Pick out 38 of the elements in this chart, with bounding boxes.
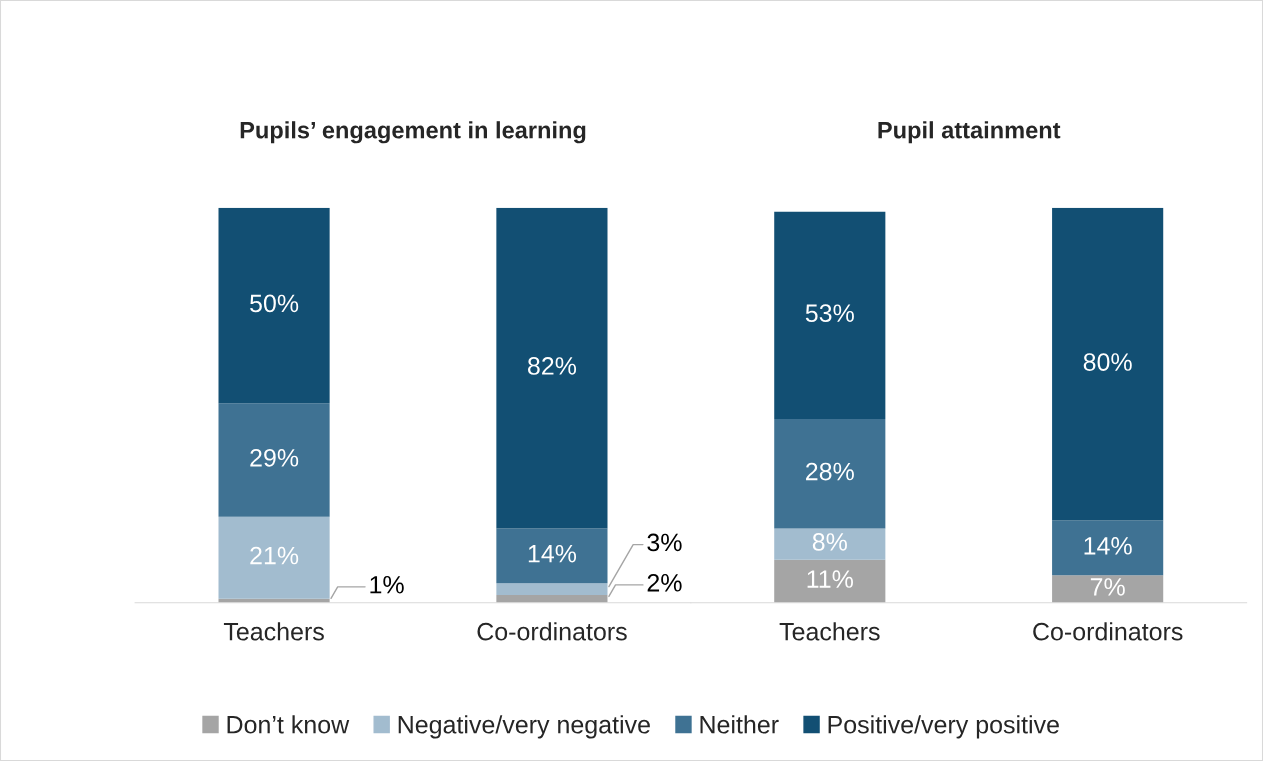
bar (218, 403, 330, 517)
data-label: 29% (250, 448, 299, 467)
x-tick-label: Co-ordinators (477, 622, 627, 641)
data-label: 50% (250, 294, 299, 313)
data-label: 80% (1083, 353, 1132, 371)
bar (218, 207, 330, 404)
data-label: 53% (805, 304, 854, 322)
bar (774, 418, 886, 529)
x-tick-label: Teachers (223, 622, 324, 641)
data-label: 2% (647, 573, 682, 592)
bar (1052, 575, 1164, 603)
bar (496, 583, 608, 595)
data-label: 14% (528, 544, 577, 563)
bar (1052, 207, 1164, 521)
x-tick-label: Co-ordinators (1033, 622, 1183, 641)
bar (774, 211, 886, 419)
data-label: 3% (647, 533, 682, 552)
legend-label: Negative/very negative (398, 715, 650, 739)
bar (774, 559, 886, 603)
chart-title: Pupil attainment (878, 121, 1061, 144)
bar (496, 207, 608, 529)
data-label: 11% (807, 570, 853, 588)
data-label: 82% (528, 357, 577, 375)
data-label: 21% (250, 546, 299, 565)
data-label: 7% (1090, 578, 1125, 596)
data-label: 28% (806, 462, 854, 481)
legend-label: Neither (700, 715, 779, 734)
data-label: 8% (812, 533, 847, 551)
legend-label: Don’t know (227, 715, 350, 734)
data-label: 1% (370, 575, 404, 594)
bar (218, 516, 330, 599)
bar (774, 528, 886, 560)
chart-title: Pupils’ engagement in learning (240, 121, 586, 144)
data-label: 14% (1084, 537, 1132, 555)
bar (1052, 520, 1164, 576)
bar (496, 528, 608, 584)
legend-label: Positive/very positive (828, 715, 1059, 739)
x-tick-label: Teachers (779, 622, 880, 641)
